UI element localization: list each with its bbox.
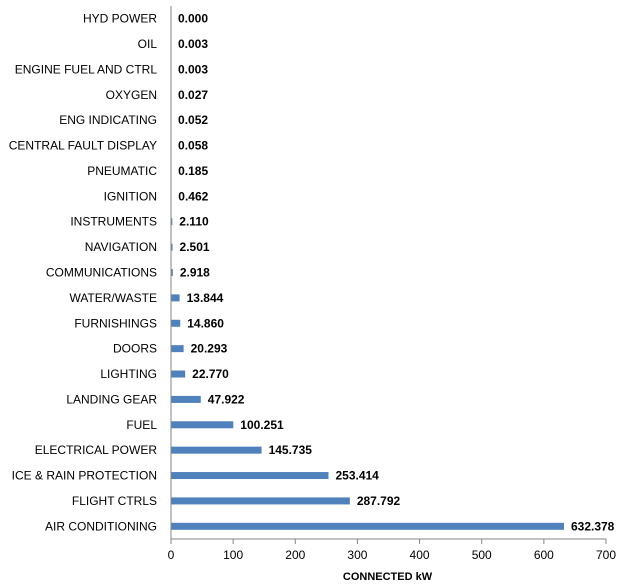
category-label: HYD POWER <box>83 12 157 26</box>
category-label: WATER/WASTE <box>69 291 157 305</box>
x-tick-label: 100 <box>223 548 243 562</box>
category-label: ICE & RAIN PROTECTION <box>12 469 157 483</box>
x-tick-label: 200 <box>285 548 305 562</box>
value-label: 0.000 <box>178 12 208 26</box>
value-label: 0.027 <box>178 88 208 102</box>
x-tick-label: 0 <box>168 548 175 562</box>
value-label: 145.735 <box>269 443 313 457</box>
category-labels: HYD POWER OIL ENGINE FUEL AND CTRL OXYGEN EN… <box>9 12 158 534</box>
bar-group <box>171 40 564 530</box>
category-label: NAVIGATION <box>85 240 157 254</box>
bar-air-conditioning <box>171 522 564 530</box>
x-axis-ticks: 0 100 200 300 400 500 600 700 <box>168 539 616 562</box>
x-tick-label: 400 <box>410 548 430 562</box>
value-label: 0.003 <box>178 37 208 51</box>
category-label: LANDING GEAR <box>66 392 157 406</box>
category-label: ENG INDICATING <box>59 113 157 127</box>
x-tick-label: 300 <box>347 548 367 562</box>
value-label: 47.922 <box>208 392 245 406</box>
category-label: PNEUMATIC <box>87 164 157 178</box>
category-label: FUEL <box>126 418 157 432</box>
value-label: 0.003 <box>178 62 208 76</box>
category-label: OIL <box>138 37 158 51</box>
category-label: INSTRUMENTS <box>70 215 157 229</box>
bar-doors <box>171 345 184 353</box>
value-label: 0.462 <box>178 189 208 203</box>
value-label: 22.770 <box>192 367 229 381</box>
category-label: IGNITION <box>104 189 157 203</box>
value-labels: 0.000 0.003 0.003 0.027 0.052 0.058 0.185 0.462… <box>178 12 615 534</box>
value-label: 253.414 <box>335 469 379 483</box>
value-label: 632.378 <box>571 519 615 533</box>
x-tick-label: 700 <box>596 548 616 562</box>
x-tick-label: 500 <box>472 548 492 562</box>
bar-fuel <box>171 421 234 429</box>
bar-flight-ctrls <box>171 497 350 505</box>
category-label: COMMUNICATIONS <box>46 266 157 280</box>
bar-electrical-power <box>171 446 262 454</box>
value-label: 2.110 <box>179 215 209 229</box>
category-label: CENTRAL FAULT DISPLAY <box>9 139 157 153</box>
category-label: OXYGEN <box>106 88 157 102</box>
bar-water-waste <box>171 294 180 302</box>
category-label: AIR CONDITIONING <box>45 519 157 533</box>
value-label: 2.501 <box>180 240 210 254</box>
category-label: ELECTRICAL POWER <box>35 443 158 457</box>
bar-lighting <box>171 370 186 378</box>
bar-furnishings <box>171 319 181 327</box>
x-tick-label: 600 <box>534 548 554 562</box>
x-axis-title: CONNECTED kW <box>343 571 433 583</box>
bar-navigation <box>171 243 173 251</box>
value-label: 2.918 <box>180 266 210 280</box>
bar-communications <box>171 269 173 276</box>
category-label: LIGHTING <box>100 367 157 381</box>
value-label: 20.293 <box>191 342 228 356</box>
category-label: ENGINE FUEL AND CTRL <box>15 62 158 76</box>
value-label: 287.792 <box>357 494 401 508</box>
value-label: 100.251 <box>240 418 284 432</box>
category-label: FLIGHT CTRLS <box>72 494 157 508</box>
category-label: FURNISHINGS <box>74 316 157 330</box>
value-label: 0.058 <box>178 139 208 153</box>
bar-landing-gear <box>171 395 201 403</box>
bar-instruments <box>171 218 173 226</box>
value-label: 14.860 <box>187 316 224 330</box>
category-label: DOORS <box>113 342 157 356</box>
value-label: 0.185 <box>178 164 208 178</box>
value-label: 0.052 <box>178 113 208 127</box>
bar-ice-rain-protection <box>171 472 329 480</box>
value-label: 13.844 <box>187 291 224 305</box>
